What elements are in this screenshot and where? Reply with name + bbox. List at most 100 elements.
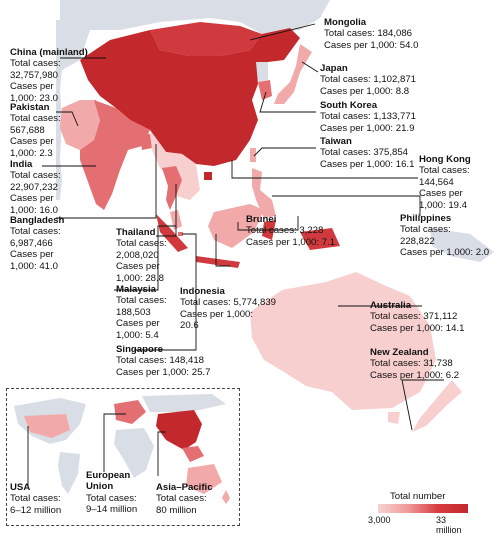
- legend-max: 33 million: [436, 515, 462, 535]
- south-korea-line-2: Cases per 1,000: 21.9: [320, 122, 415, 134]
- bangladesh-line-1: Total cases:: [10, 226, 61, 238]
- label-asia-pacific: Asia–Pacific Total cases: 80 million: [156, 482, 213, 516]
- australia-line-1: Total cases: 371,112: [370, 311, 458, 323]
- australia-name: Australia: [370, 300, 412, 311]
- indonesia-line-3: 20.6: [180, 320, 199, 332]
- singapore-line-2: Cases per 1,000: 25.7: [116, 366, 211, 378]
- bangladesh-line-4: 1,000: 41.0: [10, 260, 59, 272]
- japan-region: [274, 44, 312, 104]
- tasmania-region: [388, 412, 400, 424]
- nk-land: [256, 60, 268, 82]
- inset-australia: [186, 464, 222, 494]
- color-legend: Total number 3,000 33 million: [368, 488, 468, 535]
- thailand-name: Thailand: [116, 227, 156, 238]
- philippines-name: Philippines: [400, 213, 452, 224]
- malaysia-name: Malaysia: [116, 284, 157, 295]
- india-line-3: Cases per: [10, 193, 54, 205]
- south-korea-name: South Korea: [320, 100, 378, 111]
- label-hong-kong: Hong Kong Total cases: 144,564 Cases per…: [419, 154, 471, 211]
- eu-name: European: [86, 470, 131, 481]
- japan-line-2: Cases per 1,000: 8.8: [320, 85, 410, 97]
- eu-line-2: 9–14 million: [86, 504, 138, 516]
- malaysia-line-2: 188,503: [116, 306, 151, 318]
- india-line-1: Total cases:: [10, 170, 61, 182]
- australia-region: [250, 272, 436, 410]
- hong-kong-line-3: Cases per: [419, 188, 463, 200]
- china-line-3: Cases per: [10, 81, 54, 93]
- brunei-line-1: Total cases: 3,228: [246, 225, 324, 237]
- usa-line-1: Total cases:: [10, 493, 61, 505]
- label-australia: Australia Total cases: 371,112 Cases per…: [370, 300, 464, 334]
- inset-south-america: [58, 452, 80, 494]
- china-line-1: Total cases:: [10, 58, 61, 70]
- mongolia-name: Mongolia: [324, 17, 367, 28]
- inset-africa: [114, 428, 154, 478]
- singapore-name: Singapore: [116, 344, 163, 355]
- java-region: [196, 256, 240, 268]
- inset-europe: [114, 400, 146, 424]
- label-philippines: Philippines Total cases: 228,822 Cases p…: [400, 213, 489, 259]
- thailand-line-4: 1,000: 28.8: [116, 272, 165, 284]
- australia-line-2: Cases per 1,000: 14.1: [370, 322, 465, 334]
- taiwan-region: [250, 148, 256, 162]
- legend-title: Total number: [390, 491, 446, 502]
- new-zealand-line-2: Cases per 1,000: 6.2: [370, 369, 460, 381]
- png-land: [430, 228, 494, 262]
- usa-line-2: 6–12 million: [10, 504, 62, 516]
- label-malaysia: Malaysia Total cases: 188,503 Cases per …: [116, 284, 167, 341]
- new-zealand-name: New Zealand: [370, 347, 429, 358]
- india-line-4: 1,000: 16.0: [10, 204, 59, 216]
- bangladesh-name: Bangladesh: [10, 215, 65, 226]
- label-pakistan: Pakistan Total cases: 567,688 Cases per …: [10, 102, 61, 159]
- pakistan-region: [60, 100, 100, 150]
- eu-line-1: Total cases:: [86, 492, 137, 504]
- south-korea-line-1: Total cases: 1,133,771: [320, 111, 417, 123]
- inset-usa: [24, 414, 70, 438]
- bangladesh-line-2: 6,987,466: [10, 237, 53, 249]
- pakistan-name: Pakistan: [10, 102, 50, 113]
- thailand-line-2: 2,008,020: [116, 249, 159, 261]
- legend-min: 3,000: [368, 515, 391, 525]
- hong-kong-line-4: 1,000: 19.4: [419, 199, 468, 211]
- inset-world-map: [14, 394, 230, 504]
- borneo-region: [208, 204, 264, 248]
- new-zealand-line-1: Total cases: 31,738: [370, 358, 453, 370]
- malaysia-line-3: Cases per: [116, 318, 160, 330]
- japan-line-1: Total cases: 1,102,871: [320, 74, 417, 86]
- inset-frame: [6, 388, 240, 526]
- hong-kong-line-1: Total cases:: [419, 165, 470, 177]
- pakistan-line-4: 1,000: 2.3: [10, 147, 53, 159]
- singapore-region: [178, 232, 183, 236]
- label-brunei: Brunei Total cases: 3,228 Cases per 1,00…: [246, 214, 335, 248]
- india-line-2: 22,907,232: [10, 181, 59, 193]
- singapore-line-1: Total cases: 148,418: [116, 355, 205, 367]
- indonesia-name: Indonesia: [180, 286, 225, 297]
- philippines-line-2: 228,822: [400, 235, 435, 247]
- inset-nz: [222, 490, 230, 504]
- legend-gradient-bar: [378, 504, 468, 513]
- malaysia-line-4: 1,000: 5.4: [116, 329, 159, 341]
- apac-line-1: Total cases:: [156, 493, 207, 505]
- brunei-name: Brunei: [246, 214, 277, 225]
- inset-asia-pacific: [156, 410, 202, 450]
- label-usa: USA Total cases: 6–12 million: [10, 482, 61, 516]
- china-name: China (mainland): [10, 47, 88, 58]
- taiwan-name: Taiwan: [320, 136, 352, 147]
- pakistan-line-2: 567,688: [10, 124, 45, 136]
- label-india: India Total cases: 22,907,232 Cases per …: [10, 159, 61, 216]
- china-line-4: 1,000: 23.0: [10, 92, 59, 104]
- eu-name-2: Union: [86, 481, 114, 493]
- inset-russia: [142, 394, 226, 412]
- hainan-region: [204, 172, 212, 180]
- label-bangladesh: Bangladesh Total cases: 6,987,466 Cases …: [10, 215, 64, 272]
- label-indonesia: Indonesia Total cases: 5,774,839 Cases p…: [180, 286, 276, 332]
- myanmar-laos-land: [150, 130, 200, 200]
- inset-seasia: [182, 446, 204, 462]
- pakistan-line-1: Total cases:: [10, 113, 61, 125]
- thailand-line-1: Total cases:: [116, 238, 167, 250]
- label-south-korea: South Korea Total cases: 1,133,771 Cases…: [320, 100, 416, 134]
- new-zealand-region: [412, 380, 462, 432]
- russia-land: [60, 0, 330, 34]
- hong-kong-name: Hong Kong: [419, 154, 471, 165]
